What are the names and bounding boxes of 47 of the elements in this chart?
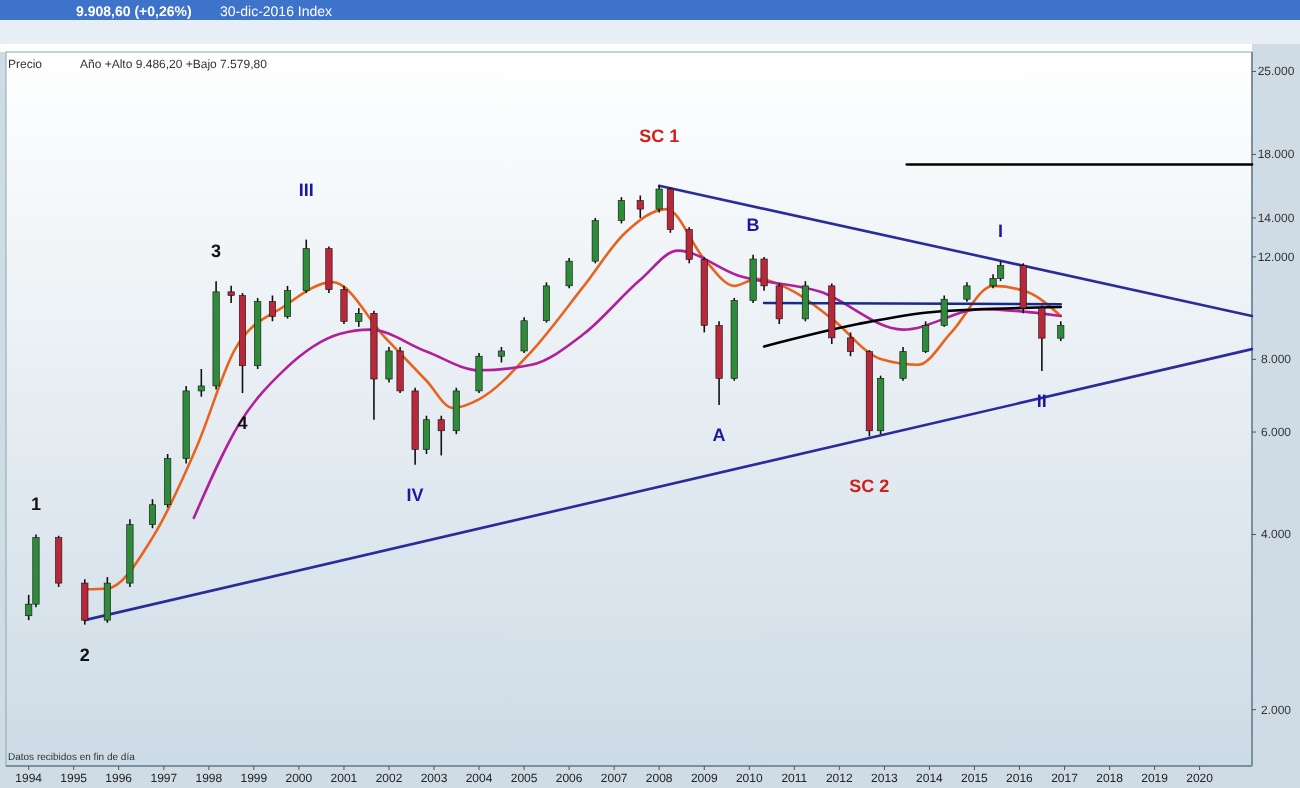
candlestick [520, 316, 528, 354]
candlestick [355, 307, 363, 328]
annotation: 1 [30, 494, 41, 515]
candlestick [475, 352, 483, 394]
annotation: 2 [79, 644, 90, 665]
candlestick [1038, 304, 1046, 372]
candlestick [284, 285, 292, 320]
candlestick [847, 331, 855, 358]
candlestick [542, 281, 550, 324]
candlestick [268, 294, 276, 323]
candlestick [81, 578, 89, 626]
candlestick [1019, 262, 1027, 315]
candlestick [437, 414, 445, 457]
annotation: I [998, 221, 1004, 242]
candlestick [302, 238, 310, 294]
candlestick [775, 282, 783, 325]
annotation: A [712, 424, 727, 445]
candlestick [103, 576, 111, 624]
candlestick [565, 257, 573, 290]
candlestick [617, 196, 625, 225]
candlestick [422, 414, 430, 455]
candlestick [997, 260, 1005, 282]
candlestick [1057, 320, 1065, 342]
candlestick [197, 368, 205, 398]
annotation: B [746, 214, 761, 235]
candlestick [148, 498, 156, 530]
candlestick [452, 386, 460, 435]
candlestick [325, 245, 333, 294]
candlestick [55, 534, 63, 588]
candlestick [899, 346, 907, 382]
candlestick [685, 226, 693, 265]
annotation: IV [406, 484, 424, 505]
annotation: SC 1 [639, 125, 680, 146]
candlestick [801, 280, 809, 323]
candlestick [591, 217, 599, 265]
candlestick [655, 184, 663, 214]
candlestick [636, 194, 644, 219]
annotation: 3 [211, 241, 222, 262]
candlestick [340, 285, 348, 325]
candlestick [963, 281, 971, 303]
annotation: III [298, 179, 314, 200]
annotation: SC 2 [849, 476, 890, 497]
candlestick [666, 186, 674, 234]
candlestick [164, 453, 172, 509]
line-series [762, 305, 1063, 348]
candlestick [922, 320, 930, 354]
candlestick [940, 294, 948, 328]
